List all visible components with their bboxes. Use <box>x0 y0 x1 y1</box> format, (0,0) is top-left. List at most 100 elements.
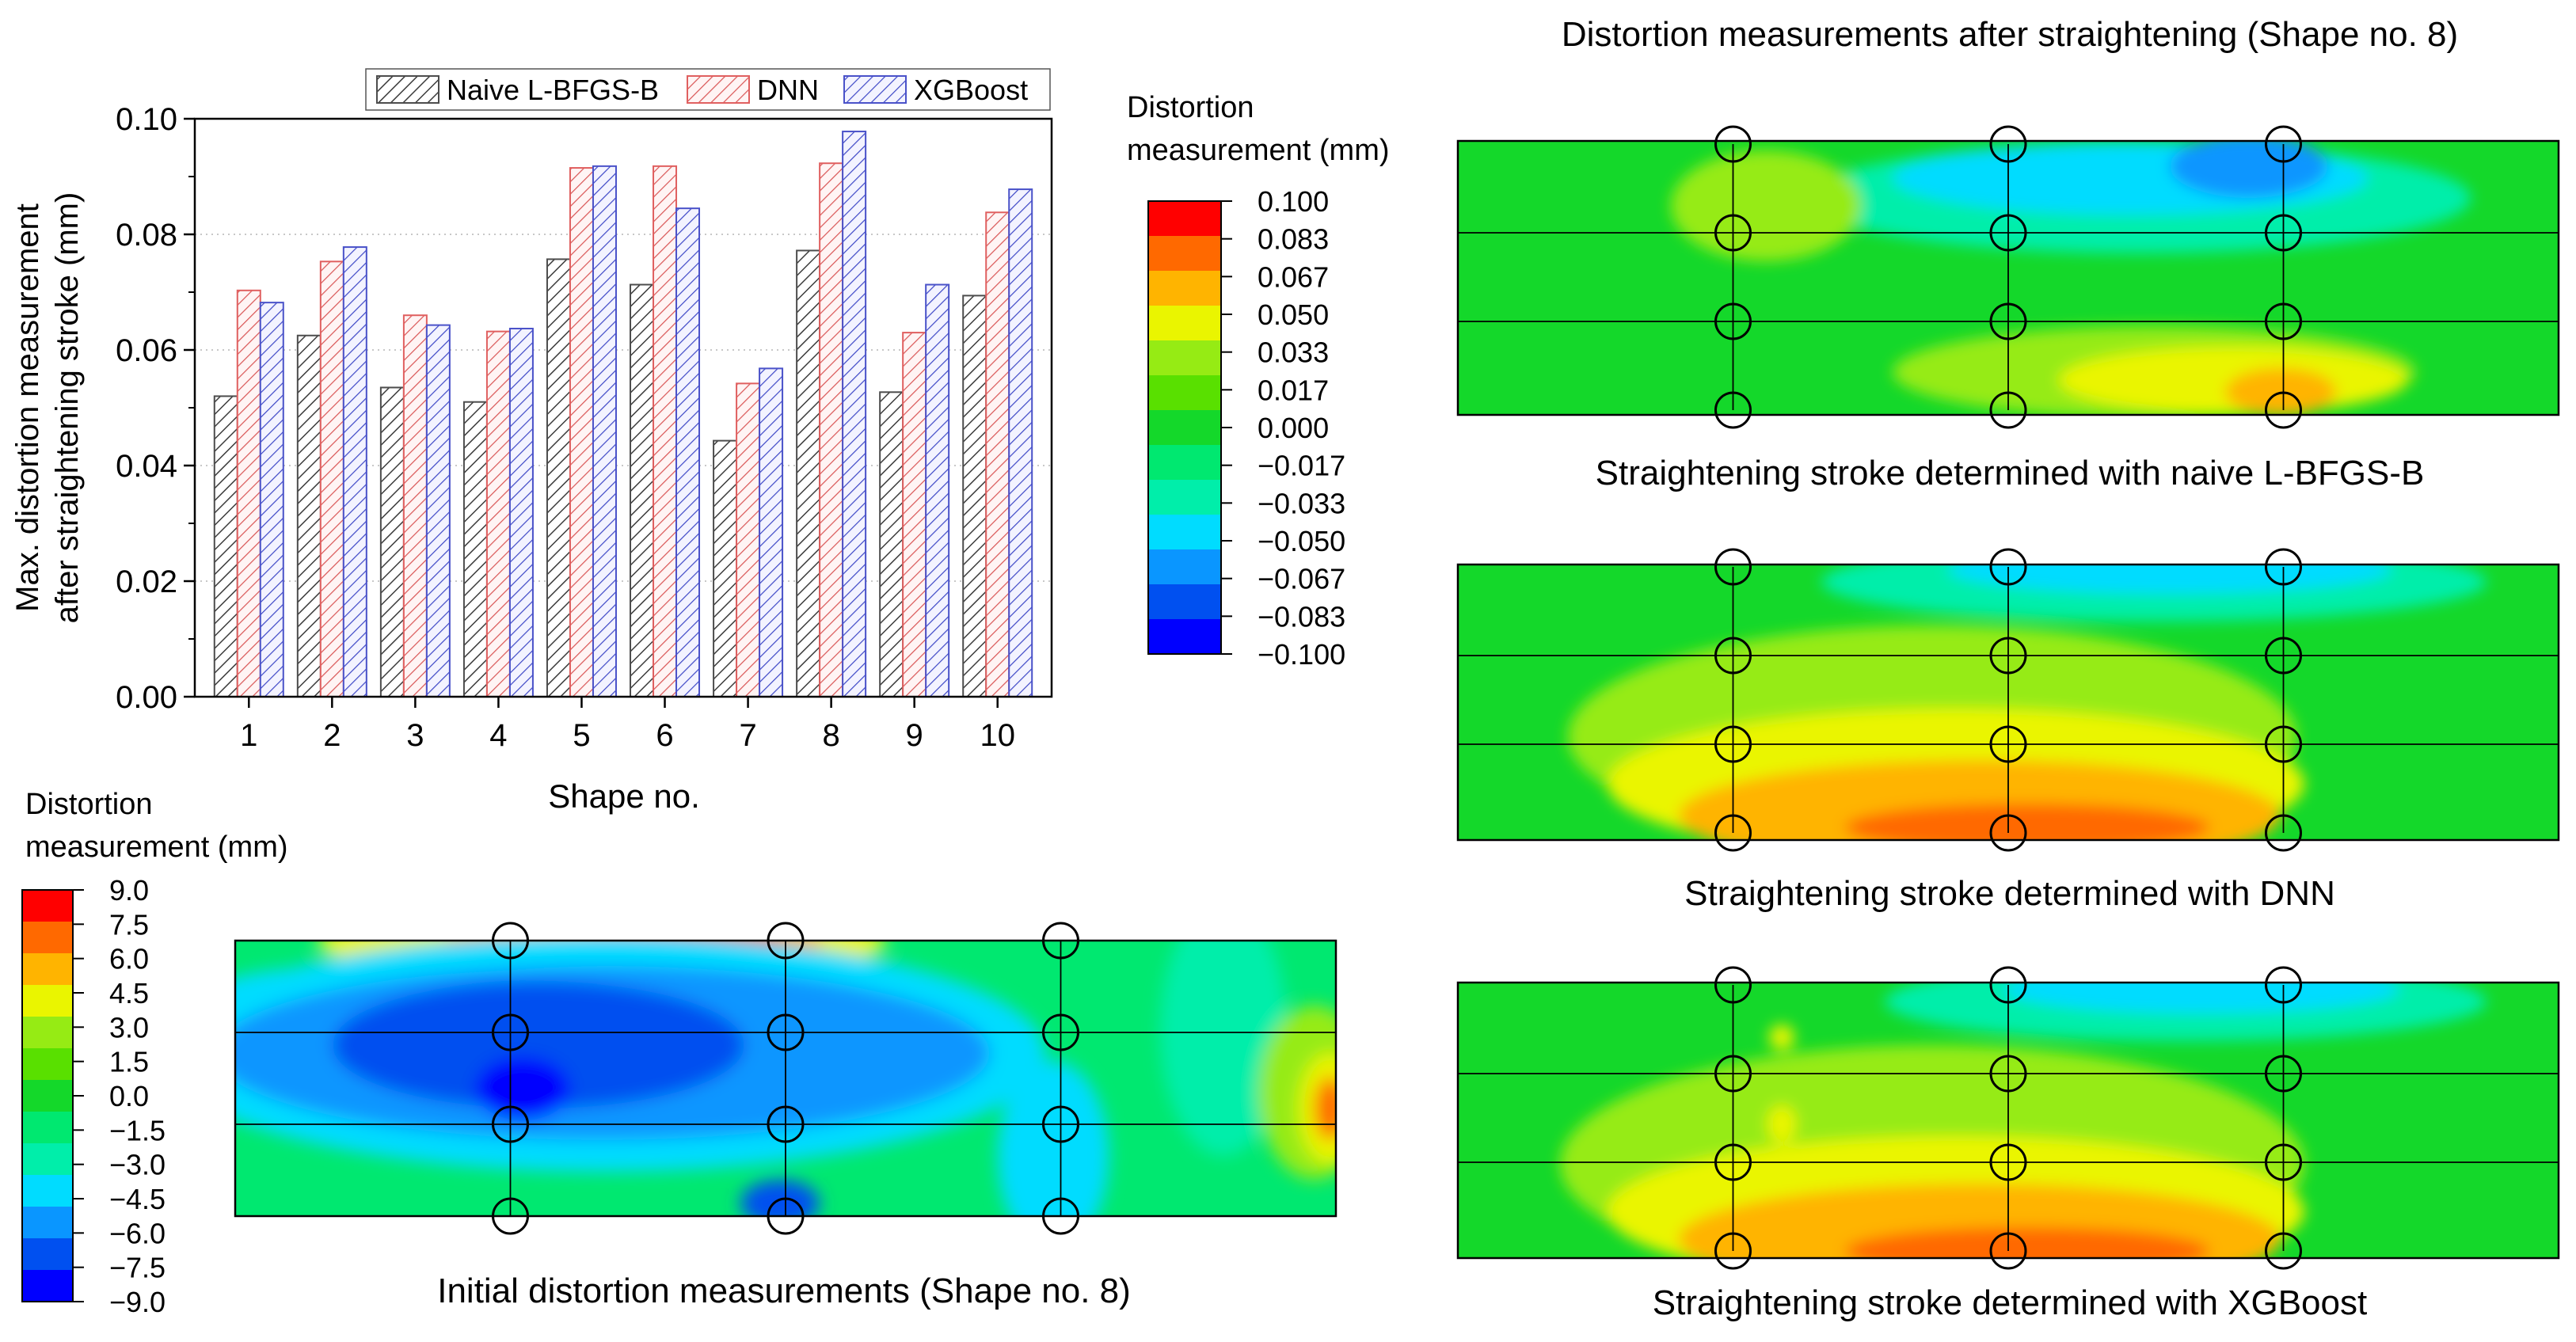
heatmap-dnn: Straightening stroke determined with DNN <box>1456 548 2560 913</box>
sensor-point-circle <box>492 1105 529 1143</box>
sensor-point-circle <box>1989 548 2027 586</box>
colorbar-band <box>1148 480 1221 515</box>
bar-naive-l-bfgs-b-shape-5 <box>546 258 571 698</box>
heatmap-dnn-sensor-grid <box>1458 548 2559 852</box>
sensor-point-circle <box>2265 302 2302 340</box>
bar-dnn-shape-5 <box>569 167 594 698</box>
sensor-point-circle <box>2265 814 2302 852</box>
sensor-point-circle <box>2265 1143 2302 1181</box>
colorbar-tick-label: 4.5 <box>109 977 149 1009</box>
bar-xgboost-shape-6 <box>675 207 701 698</box>
sensor-point-circle <box>1714 725 1752 763</box>
colorbar-band <box>22 1143 73 1176</box>
colorbar-band <box>1148 619 1221 655</box>
heatmap-naive-lbfgsb: Straightening stroke determined with nai… <box>1456 125 2560 492</box>
bar-dnn-shape-4 <box>485 330 511 698</box>
bar-dnn-shape-2 <box>319 260 344 698</box>
bar-xgboost-shape-4 <box>508 327 534 698</box>
colorbar-band <box>1148 445 1221 481</box>
bar-chart-x-tick-label: 3 <box>406 718 424 753</box>
colorbar-band <box>1148 340 1221 376</box>
legend-label-1: DNN <box>757 74 819 106</box>
sensor-point-circle <box>1042 1105 1079 1143</box>
legend-swatch-1 <box>687 75 750 104</box>
sensor-point-circle <box>2265 1232 2302 1270</box>
bar-naive-l-bfgs-b-shape-1 <box>213 395 238 698</box>
bar-chart-bars <box>213 131 1033 698</box>
colorbar-tick-label: 0.100 <box>1258 185 1329 218</box>
colorbar-initial: Distortion measurement (mm) 9.07.56.04.5… <box>21 788 288 1318</box>
colorbar-band <box>1148 515 1221 550</box>
sensor-point-circle <box>2265 966 2302 1004</box>
colorbar-band <box>22 1207 73 1239</box>
sensor-point-circle <box>2265 125 2302 163</box>
sensor-point-circle <box>1989 725 2027 763</box>
bar-chart-y-axis-label-line1: Max. distortion measurement <box>10 203 45 612</box>
bar-xgboost-shape-3 <box>425 324 451 698</box>
colorbar-band <box>22 1017 73 1049</box>
colorbar-tick-label: 0.033 <box>1258 336 1329 369</box>
sensor-point-circle <box>1989 814 2027 852</box>
bar-chart-x-tick-label: 5 <box>573 718 590 753</box>
initial-distortion-heatmap: Initial distortion measurements (Shape n… <box>234 922 1337 1310</box>
colorbar-tick-label: −0.083 <box>1258 600 1345 633</box>
sensor-point-circle <box>1989 125 2027 163</box>
legend-swatch-2 <box>843 75 907 104</box>
colorbar-band <box>22 922 73 954</box>
sensor-point-circle <box>2265 637 2302 675</box>
bar-naive-l-bfgs-b-shape-4 <box>462 401 488 698</box>
sensor-point-circle <box>1989 1232 2027 1270</box>
sensor-point-circle <box>1714 814 1752 852</box>
sensor-point-circle <box>2265 214 2302 252</box>
colorbar-band <box>1148 236 1221 272</box>
colorbar-tick-label: −0.017 <box>1258 450 1345 482</box>
colorbar-tick-label: −3.0 <box>109 1149 166 1181</box>
colorbar-tick-label: −0.033 <box>1258 487 1345 519</box>
sensor-point-circle <box>1989 637 2027 675</box>
colorbar-after-straightening: Distortion measurement (mm) 0.100 0.083 0.… <box>1127 91 1390 671</box>
bar-chart-gridlines <box>195 234 1052 582</box>
colorbar-tick-label: −4.5 <box>109 1183 166 1215</box>
bar-chart-x-tick-label: 2 <box>323 718 341 753</box>
heatmap-dnn-caption: Straightening stroke determined with DNN <box>1684 874 2335 913</box>
colorbar-tick-label: 9.0 <box>109 874 149 907</box>
bar-chart-y-tick-label: 0.08 <box>116 218 177 253</box>
colorbar-tick-label: −0.100 <box>1258 638 1345 671</box>
colorbar-band <box>22 985 73 1017</box>
colorbar-band <box>22 890 73 922</box>
sensor-point-circle <box>492 922 529 960</box>
colorbar-tick-label: −9.0 <box>109 1286 166 1318</box>
sensor-point-circle <box>2265 548 2302 586</box>
sensor-point-circle <box>1714 637 1752 675</box>
sensor-point-circle <box>1042 1013 1079 1051</box>
colorbar-tick-label: −0.050 <box>1258 525 1345 557</box>
sensor-point-circle <box>1989 1055 2027 1093</box>
colorbar-band <box>1148 375 1221 411</box>
sensor-point-circle <box>1042 922 1079 960</box>
bar-dnn-shape-3 <box>402 314 428 698</box>
after-straightening-title: Distortion measurements after straighten… <box>1562 15 2458 54</box>
colorbar-band <box>22 953 73 986</box>
colorbar-tick-label: 1.5 <box>109 1046 149 1078</box>
legend-label-2: XGBoost <box>914 74 1028 106</box>
bar-xgboost-shape-5 <box>592 165 617 698</box>
sensor-point-circle <box>2265 1055 2302 1093</box>
sensor-point-circle <box>1714 391 1752 429</box>
colorbar-tick-label: −0.067 <box>1258 563 1345 595</box>
colorbar-band <box>1148 410 1221 446</box>
bar-chart-x-tick-label: 1 <box>240 718 257 753</box>
sensor-point-circle <box>2265 391 2302 429</box>
colorbar-band <box>22 1112 73 1144</box>
colorbar-band <box>22 1270 73 1302</box>
bar-naive-l-bfgs-b-shape-9 <box>879 391 904 698</box>
sensor-point-circle <box>1989 302 2027 340</box>
sensor-point-circle <box>1714 1143 1752 1181</box>
legend-label-0: Naive L-BFGS-B <box>447 74 659 106</box>
sensor-point-circle <box>767 922 805 960</box>
sensor-point-circle <box>1989 1143 2027 1181</box>
colorbar-tick-label: 7.5 <box>109 908 149 941</box>
bar-chart-x-tick-label: 4 <box>489 718 507 753</box>
bar-chart-y-tick-label: 0.10 <box>116 102 177 137</box>
colorbar-band <box>22 1048 73 1081</box>
